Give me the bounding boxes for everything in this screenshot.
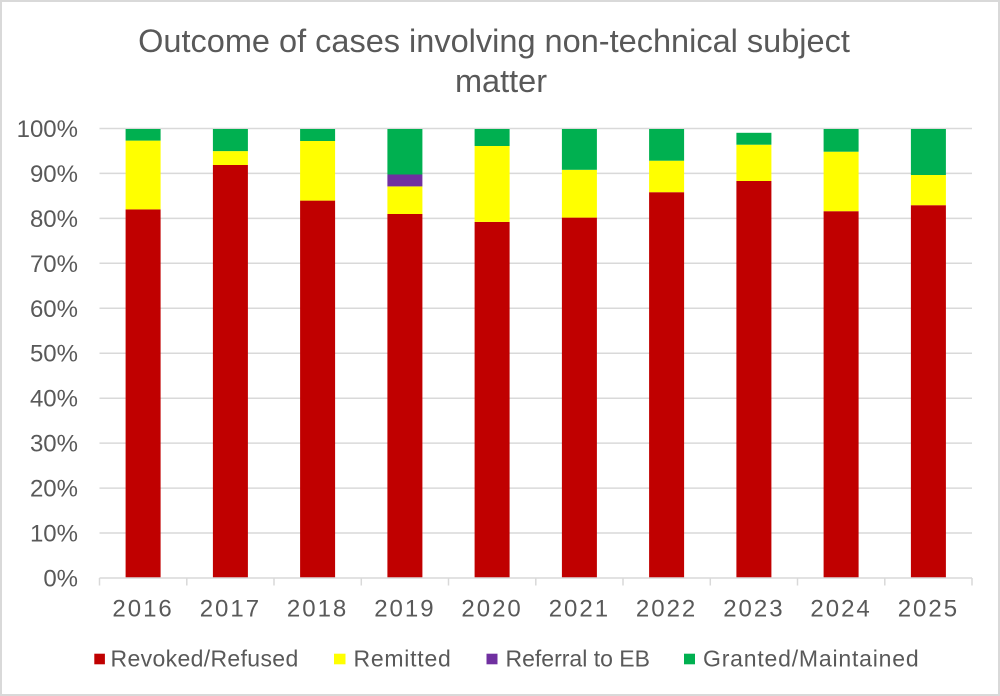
svg-text:Granted/Maintained: Granted/Maintained [703, 646, 919, 672]
svg-text:20%: 20% [30, 476, 78, 503]
svg-text:90%: 90% [30, 161, 78, 188]
svg-text:2016: 2016 [112, 595, 173, 622]
svg-text:Revoked/Refused: Revoked/Refused [111, 646, 299, 672]
svg-text:80%: 80% [30, 206, 78, 233]
svg-text:60%: 60% [30, 296, 78, 323]
svg-text:2021: 2021 [549, 595, 610, 622]
svg-text:Referral to EB: Referral to EB [506, 646, 650, 672]
svg-text:2024: 2024 [810, 595, 871, 622]
svg-text:Remitted: Remitted [354, 646, 452, 672]
svg-text:40%: 40% [30, 386, 78, 413]
svg-text:2018: 2018 [287, 595, 348, 622]
svg-text:2023: 2023 [723, 595, 784, 622]
svg-text:2019: 2019 [374, 595, 435, 622]
svg-text:100%: 100% [17, 116, 78, 143]
svg-text:10%: 10% [30, 521, 78, 548]
svg-text:70%: 70% [30, 251, 78, 278]
svg-text:0%: 0% [43, 566, 78, 593]
svg-text:2017: 2017 [200, 595, 261, 622]
svg-text:2020: 2020 [461, 595, 522, 622]
svg-text:50%: 50% [30, 341, 78, 368]
svg-text:2025: 2025 [898, 595, 959, 622]
svg-text:matter: matter [455, 63, 547, 99]
svg-text:30%: 30% [30, 431, 78, 458]
svg-text:2022: 2022 [636, 595, 697, 622]
svg-text:Outcome of cases involving non: Outcome of cases involving non-technical… [138, 23, 850, 59]
